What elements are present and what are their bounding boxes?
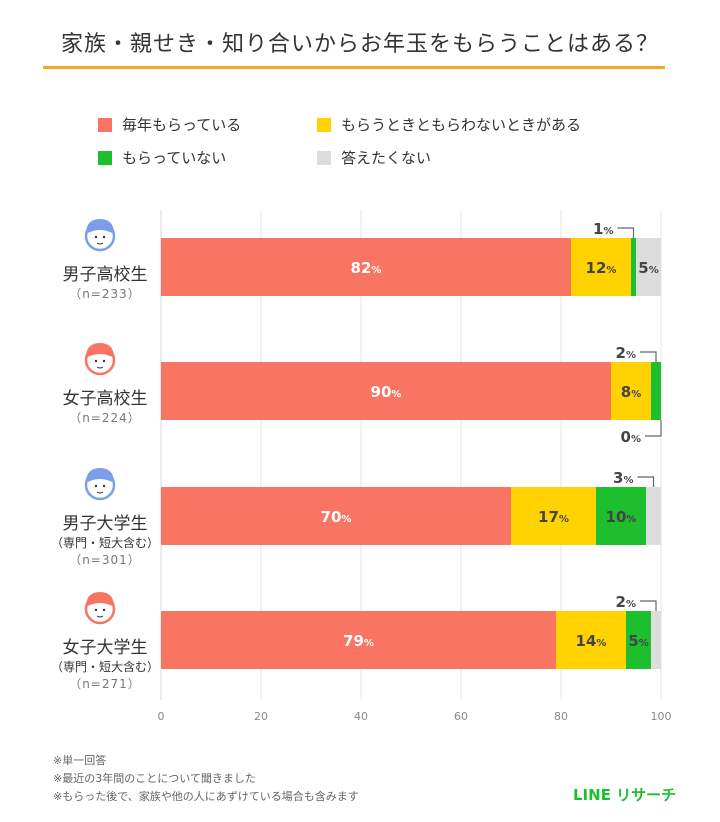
legend-swatch <box>98 150 112 165</box>
category-sub: （専門・短大含む） <box>50 660 159 674</box>
bar-segment <box>161 362 611 420</box>
bar-segment <box>161 238 571 296</box>
legend-item: 毎年もらっている <box>98 114 241 135</box>
callout-line <box>640 600 657 611</box>
callout-line <box>640 351 657 362</box>
data-label: 2% <box>616 344 636 362</box>
callout-line <box>617 227 635 238</box>
legend-item: もらうときともらわないときがある <box>317 114 581 135</box>
category-label: 男子大学生 （専門・短大含む） （n=301） <box>30 509 180 568</box>
bar-segment <box>611 362 651 420</box>
legend-swatch <box>317 150 331 165</box>
bar-segment <box>631 238 636 296</box>
person-icon <box>84 468 116 501</box>
callout-line <box>645 420 662 437</box>
legend-label: 毎年もらっている <box>122 116 242 134</box>
bar-segment <box>626 611 651 669</box>
sample-size: （n=271） <box>69 677 141 691</box>
bar-segment <box>556 611 626 669</box>
sample-size: （n=224） <box>69 411 141 425</box>
person-icon <box>84 219 116 252</box>
line-research-logo: LINE リサーチ <box>573 786 677 804</box>
legend-swatch <box>317 117 331 132</box>
bar-segment <box>646 487 661 545</box>
x-tick-label: 20 <box>254 710 268 723</box>
bar-segment <box>161 487 511 545</box>
legend-swatch <box>98 117 112 132</box>
x-tick-label: 60 <box>454 710 468 723</box>
bar-segment <box>161 611 556 669</box>
chart-title: 家族・親せき・知り合いからお年玉をもらうことはある？ <box>60 32 659 57</box>
category-sub: （専門・短大含む） <box>50 536 159 550</box>
category-label: 女子高校生 （n=224） <box>30 384 180 426</box>
legend-item: もらっていない <box>98 147 226 168</box>
category-name: 女子高校生 <box>62 389 148 409</box>
bar-segment <box>636 238 661 296</box>
bar-segment <box>511 487 596 545</box>
category-name: 男子高校生 <box>62 265 148 285</box>
x-tick-label: 40 <box>354 710 368 723</box>
x-tick-label: 100 <box>651 710 672 723</box>
category-name: 女子大学生 <box>62 638 148 658</box>
legend-label: 答えたくない <box>341 149 432 167</box>
note: ※もらった後で、家族や他の人にあずけている場合も含みます <box>53 790 359 803</box>
category-label: 男子高校生 （n=233） <box>30 260 180 302</box>
person-icon <box>84 343 116 376</box>
x-tick-label: 0 <box>158 710 165 723</box>
category-label: 女子大学生 （専門・短大含む） （n=271） <box>30 633 180 692</box>
data-label: 2% <box>616 593 636 611</box>
legend-label: もらうときともらわないときがある <box>341 116 582 134</box>
bar-segment <box>596 487 646 545</box>
sample-size: （n=301） <box>69 553 141 567</box>
bar-segment <box>651 611 661 669</box>
data-label: 0% <box>621 428 641 446</box>
category-name: 男子大学生 <box>62 514 148 534</box>
bar-segment <box>651 362 661 420</box>
data-label: 3% <box>613 469 633 487</box>
sample-size: （n=233） <box>69 287 141 301</box>
legend-label: もらっていない <box>122 149 227 167</box>
note: ※単一回答 <box>53 754 107 767</box>
bar-segment <box>571 238 631 296</box>
callout-line <box>637 476 655 487</box>
legend-item: 答えたくない <box>317 147 431 168</box>
data-label: 1% <box>593 220 613 238</box>
note: ※最近の3年間のことについて聞きました <box>53 772 256 785</box>
title-underline <box>43 66 665 69</box>
x-tick-label: 80 <box>554 710 568 723</box>
person-icon <box>84 592 116 625</box>
